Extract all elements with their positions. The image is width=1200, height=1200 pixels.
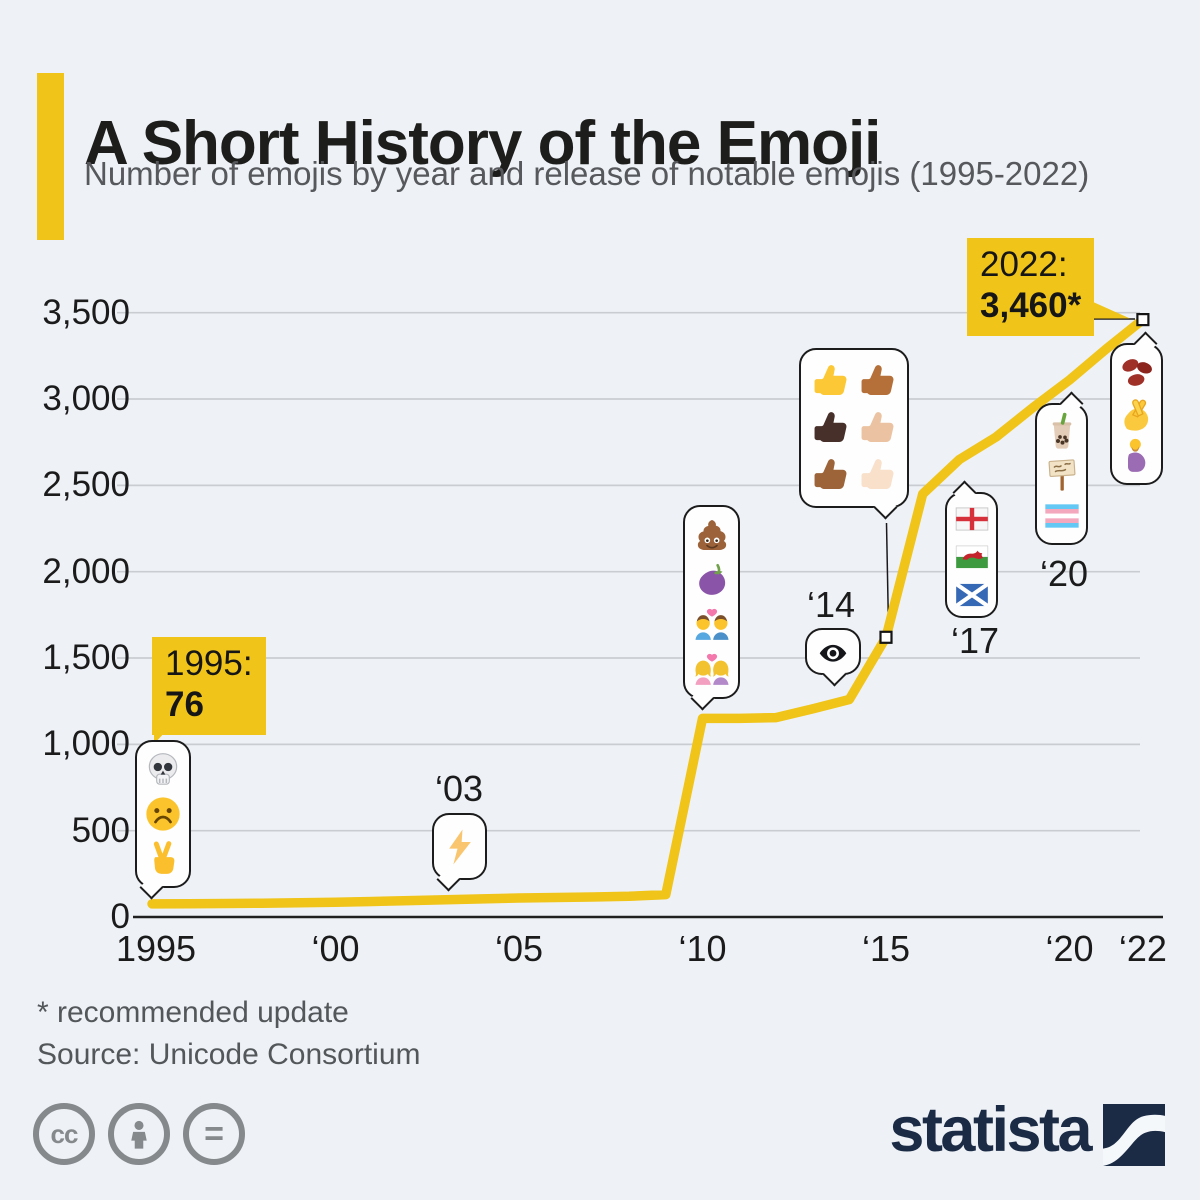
- attribution-icon: [108, 1103, 170, 1165]
- pregnant-man-emoji-icon: [1117, 436, 1157, 476]
- thumbs-up-medium-light-skin-emoji-icon: [857, 407, 899, 449]
- emoji-bubble-1995: [135, 740, 191, 900]
- thumbs-up-light-skin-emoji-icon: [857, 454, 899, 496]
- x-axis-tick-label: ‘22: [1118, 928, 1167, 969]
- eye-in-speech-bubble-emoji-icon: [816, 636, 850, 670]
- callout-1995: 1995: 76: [152, 637, 266, 735]
- high-voltage-emoji-icon: [440, 827, 480, 867]
- eggplant-emoji-icon: [692, 560, 732, 600]
- x-axis-tick-label: ‘10: [678, 928, 727, 969]
- y-axis-tick-label: 3,000: [42, 379, 130, 419]
- bubble-year-label-2017: ‘17: [950, 620, 1000, 661]
- y-axis-tick-label: 1,500: [42, 638, 130, 677]
- transgender-flag-emoji-icon: [1042, 496, 1082, 536]
- thumbs-up-medium-skin-emoji-icon: [810, 454, 852, 496]
- thumbs-up-dark-skin-emoji-icon: [810, 407, 852, 449]
- statista-logo-text: statista: [889, 1095, 1092, 1165]
- page-title: A Short History of the Emoji: [84, 108, 881, 178]
- flag-scotland-emoji-icon: [953, 576, 991, 614]
- callout-1995-value: 76: [165, 684, 204, 724]
- emoji-bubble-2003: [432, 813, 487, 892]
- cc-icon: cc: [33, 1103, 95, 1165]
- callout-1995-year: 1995:: [165, 644, 253, 683]
- beans-emoji-icon: [1117, 352, 1157, 392]
- couple-with-heart-man-man-emoji-icon: [692, 604, 732, 644]
- emoji-bubble-2020: [1035, 391, 1088, 545]
- pile-of-poo-emoji-icon: [692, 515, 732, 555]
- source-line: Source: Unicode Consortium: [37, 1038, 421, 1071]
- bubble-year-label-2003: ‘03: [434, 768, 484, 809]
- no-derivatives-icon: =: [183, 1103, 245, 1165]
- y-axis-tick-label: 2,000: [42, 551, 130, 591]
- emoji-bubble-2017: [945, 480, 998, 618]
- x-axis-tick-label: 1995: [115, 928, 197, 969]
- x-axis-tick-label: ‘15: [861, 928, 911, 969]
- skull-emoji-icon: [143, 750, 183, 790]
- placard-emoji-icon: [1042, 454, 1082, 494]
- y-axis-tick-label: 0: [110, 897, 130, 936]
- bubble-year-label-2014: ‘14: [806, 584, 856, 625]
- statista-logo-icon: [1103, 1104, 1165, 1166]
- callout-2022-value: 3,460*: [980, 285, 1082, 325]
- callout-2022: 2022: 3,460*: [967, 238, 1095, 336]
- frowning-face-emoji-icon: [143, 794, 183, 834]
- emoji-bubble-2015: [799, 348, 909, 520]
- footnote: * recommended update: [37, 996, 349, 1029]
- x-axis-tick-label: ‘20: [1045, 928, 1094, 969]
- y-axis-tick-label: 2,500: [42, 465, 130, 505]
- emoji-bubble-2010: [683, 505, 740, 711]
- bubble-tea-emoji-icon: [1042, 412, 1082, 452]
- thumbs-up-medium-dark-skin-emoji-icon: [857, 360, 899, 402]
- bubble-year-label-2020: ‘20: [1039, 553, 1089, 594]
- y-axis-tick-label: 3,500: [42, 292, 130, 332]
- license-icons: cc =: [33, 1103, 245, 1165]
- x-axis-tick-label: ‘05: [494, 928, 544, 969]
- flag-wales-emoji-icon: [953, 538, 991, 576]
- page-subtitle: Number of emojis by year and release of …: [84, 155, 1090, 192]
- emoji-bubble-2014: [805, 628, 861, 687]
- victory-hand-emoji-icon: [143, 838, 183, 878]
- y-axis-tick-label: 500: [71, 810, 130, 850]
- hand-with-index-finger-and-thumb-crossed-emoji-icon: [1117, 394, 1157, 434]
- couple-with-heart-woman-woman-emoji-icon: [692, 649, 732, 689]
- y-axis-tick-label: 1,000: [42, 724, 130, 764]
- emoji-bubble-2022: [1110, 331, 1163, 485]
- callout-2022-year: 2022:: [980, 245, 1068, 284]
- x-axis-tick-label: ‘00: [311, 928, 360, 969]
- title-accent-bar: [37, 73, 64, 240]
- thumbs-up-emoji-icon: [810, 360, 852, 402]
- flag-england-emoji-icon: [953, 500, 991, 538]
